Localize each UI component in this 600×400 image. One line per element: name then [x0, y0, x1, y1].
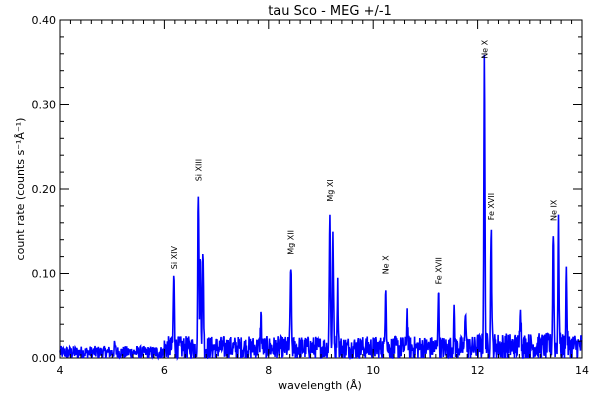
x-tick-label: 8: [265, 364, 272, 377]
x-axis-title: wavelength (Å): [278, 379, 362, 392]
line-label: Si XIV: [170, 246, 179, 270]
x-tick-label: 10: [366, 364, 380, 377]
line-labels-group: Si XIV Si XIII Mg XII Mg XI Ne X Fe XVII Ne X F…: [170, 39, 558, 284]
line-label: Ne X: [480, 39, 489, 58]
y-tick-label: 0.10: [32, 268, 57, 281]
y-tick-label: 0.00: [32, 352, 57, 365]
line-label: Fe XVII: [487, 193, 496, 220]
x-tick-label: 6: [161, 364, 168, 377]
line-label: Ne IX: [549, 199, 558, 221]
tick-group: 4 6 8 10 12 14 0.00 0.10 0.20 0.30 0.40: [32, 14, 590, 377]
y-tick-label: 0.30: [32, 99, 57, 112]
series-group: [59, 54, 583, 361]
chart-title: tau Sco - MEG +/-1: [268, 4, 392, 19]
y-tick-label: 0.20: [32, 183, 57, 196]
x-tick-label: 4: [57, 364, 64, 377]
y-tick-label: 0.40: [32, 14, 57, 27]
y-axis-title: count rate (counts s⁻¹Å⁻¹): [14, 118, 27, 261]
spectrum-series-line: [59, 54, 583, 361]
line-label: Ne X: [382, 255, 391, 274]
plot-frame: [59, 19, 583, 359]
line-label: Mg XI: [326, 179, 335, 201]
line-label: Si XIII: [194, 159, 203, 181]
line-label: Fe XVII: [434, 257, 443, 284]
line-label: Mg XII: [287, 230, 296, 255]
plot-frame-rect: [59, 19, 583, 359]
x-tick-label: 14: [575, 364, 589, 377]
x-tick-label: 12: [471, 364, 485, 377]
